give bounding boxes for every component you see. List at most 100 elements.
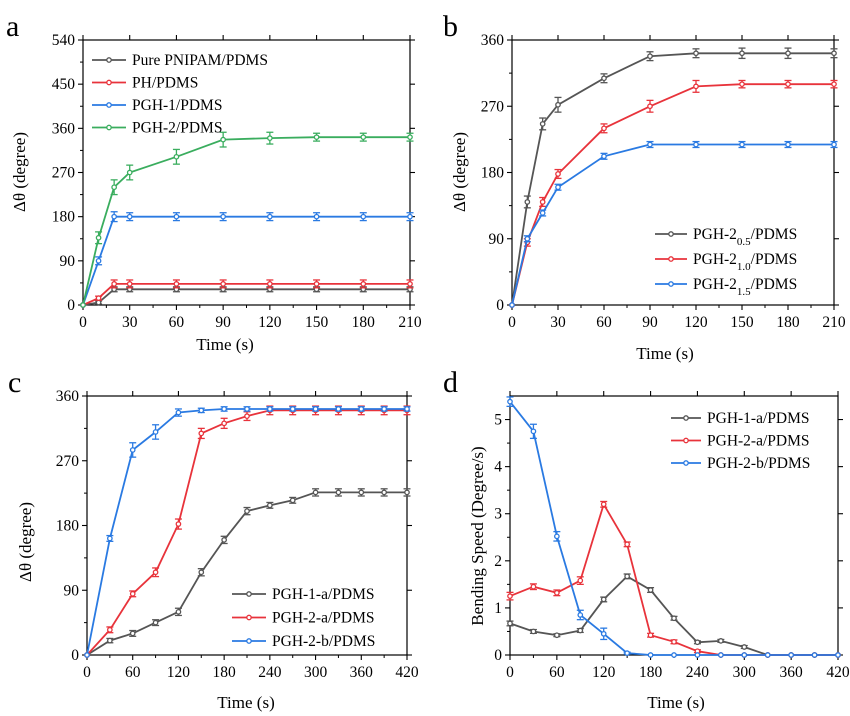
data-point: [313, 213, 320, 220]
data-point: [647, 141, 653, 148]
legend-label: PGH-2-a/PDMS: [707, 433, 809, 450]
data-point: [360, 213, 367, 220]
series-line: [511, 143, 834, 306]
legend-label: PGH-2/PDMS: [132, 120, 222, 137]
x-tick-label: 0: [508, 314, 516, 331]
y-tick-label: 90: [489, 231, 505, 248]
y-tick-label: 0: [496, 297, 504, 314]
series-line: [82, 215, 410, 306]
series-b-1: [509, 79, 838, 308]
data-point: [764, 652, 771, 658]
data-point: [554, 533, 560, 540]
y-tick-label: 0: [67, 297, 75, 314]
y-tick-label: 270: [481, 98, 505, 115]
data-point: [173, 281, 180, 287]
legend-marker: [246, 638, 252, 644]
legend-marker: [106, 102, 112, 108]
data-point: [530, 428, 537, 435]
data-point: [313, 281, 320, 287]
data-point: [694, 639, 701, 646]
data-point: [80, 302, 86, 308]
legend-marker: [246, 591, 252, 597]
series-line: [82, 288, 410, 306]
legend-label: PGH-2-b/PDMS: [272, 633, 375, 650]
series-line: [511, 52, 834, 306]
x-tick-label: 420: [395, 664, 419, 681]
data-point: [718, 652, 724, 658]
x-tick-label: 150: [305, 314, 329, 331]
data-point: [107, 626, 113, 633]
data-point: [718, 638, 724, 644]
x-tick-label: 180: [639, 664, 663, 681]
data-point: [312, 406, 319, 412]
data-point: [407, 281, 413, 287]
data-point: [198, 407, 205, 414]
data-point: [600, 630, 607, 637]
data-point: [647, 587, 654, 593]
data-point: [407, 134, 413, 141]
x-tick-label: 360: [350, 664, 374, 681]
panel-letter-b: b: [443, 10, 458, 43]
data-point: [507, 398, 513, 405]
data-point: [785, 81, 791, 88]
data-point: [267, 213, 273, 220]
x-tick-label: 420: [826, 664, 850, 681]
data-point: [335, 406, 342, 412]
x-tick-label: 120: [167, 664, 191, 681]
y-tick-label: 180: [52, 209, 76, 226]
series-line: [82, 136, 410, 306]
x-tick-label: 60: [169, 314, 185, 331]
data-point: [404, 406, 410, 412]
data-point: [84, 652, 90, 658]
data-point: [624, 541, 630, 548]
data-point: [95, 295, 102, 301]
data-point: [220, 281, 226, 287]
data-point: [739, 141, 745, 148]
x-tick-label: 300: [304, 664, 328, 681]
y-tick-label: 4: [494, 459, 502, 476]
panel-letter-a: a: [6, 10, 19, 43]
series-line: [82, 282, 410, 306]
data-point: [335, 489, 342, 496]
legend-marker: [683, 415, 689, 421]
data-point: [129, 590, 136, 597]
series-line: [509, 502, 838, 656]
y-tick-label: 90: [60, 253, 76, 270]
data-point: [530, 583, 537, 590]
data-point: [693, 141, 699, 148]
data-point: [601, 75, 607, 82]
x-tick-label: 240: [686, 664, 710, 681]
data-point: [244, 413, 250, 419]
data-point: [555, 171, 561, 177]
data-point: [126, 169, 133, 176]
x-tick-label: 0: [79, 314, 87, 331]
panel-d: d Time (s) Bending Speed (Degree/s) 0 60 1…: [443, 366, 850, 712]
x-tick-label: 240: [258, 664, 282, 681]
data-point: [111, 213, 117, 220]
data-point: [126, 281, 133, 287]
panel-a-ylabel: Δθ (degree): [10, 132, 29, 212]
data-point: [95, 299, 102, 306]
data-point: [831, 141, 837, 148]
data-point: [831, 50, 837, 57]
series-c-0: [84, 488, 411, 658]
data-point: [600, 501, 607, 508]
x-tick-label: 180: [776, 314, 800, 331]
data-point: [539, 210, 546, 216]
x-tick-label: 0: [83, 664, 91, 681]
data-point: [95, 234, 102, 241]
y-tick-label: 270: [52, 165, 76, 182]
data-point: [220, 213, 226, 220]
data-point: [111, 184, 117, 191]
panel-b: b Time (s) Δθ (degree) 0 30 60 90 120 150 180 2…: [443, 10, 846, 363]
data-point: [198, 430, 205, 437]
data-point: [95, 257, 102, 264]
legend-marker: [668, 256, 674, 262]
x-tick-label: 60: [125, 664, 141, 681]
panel-d-xlabel: Time (s): [647, 693, 704, 712]
data-point: [173, 153, 180, 160]
y-tick-label: 2: [494, 553, 502, 570]
data-point: [601, 125, 607, 132]
legend-label: PGH-2-a/PDMS: [272, 610, 374, 627]
data-point: [647, 632, 654, 639]
